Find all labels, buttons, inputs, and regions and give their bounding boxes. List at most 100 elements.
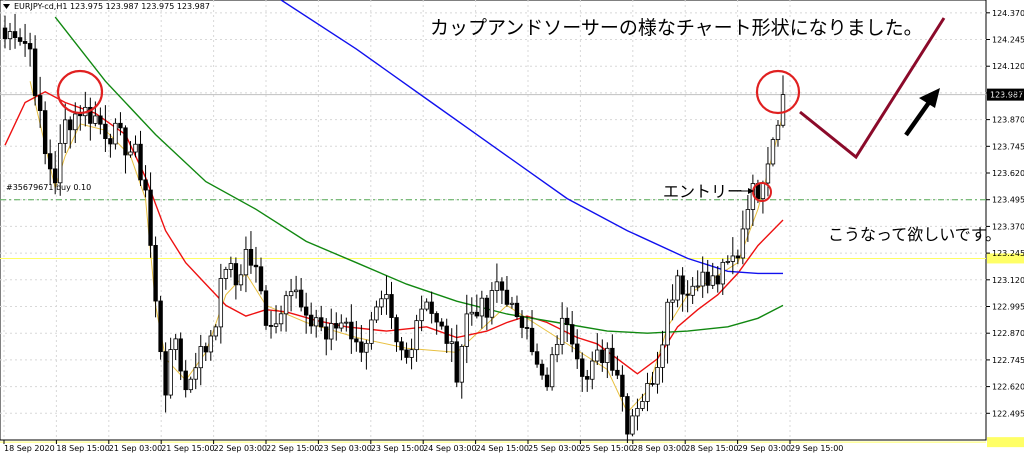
circle-entry [752, 182, 772, 202]
candle-body [695, 285, 700, 288]
y-tick-label: 123.245 [992, 249, 1024, 258]
x-tick-label: 21 Sep 15:00 [161, 444, 214, 453]
x-tick-label: 21 Sep 03:00 [109, 444, 162, 453]
candle-body [268, 325, 274, 327]
up-arrow-shaft [904, 99, 932, 137]
candle-body [88, 106, 93, 124]
candle-body [670, 299, 675, 303]
y-tick-label: 122.495 [992, 409, 1024, 418]
candle-body [705, 271, 710, 286]
candle-body [213, 326, 219, 337]
candle-body [42, 110, 48, 155]
candle-body [27, 43, 33, 50]
candle-body [620, 374, 625, 397]
candle-body [775, 124, 781, 140]
candle-body [32, 48, 38, 96]
candle-body [464, 313, 469, 347]
x-tick-label: 29 Sep 03:00 [738, 444, 791, 453]
ma-long[interactable] [280, 0, 783, 275]
candle-body [635, 408, 640, 417]
candle-body [163, 351, 168, 396]
y-tick-label: 122.745 [992, 356, 1024, 365]
candle-body [313, 317, 319, 327]
candle-body [52, 168, 58, 184]
candle-body [559, 317, 565, 345]
chart-menu-icon[interactable] [3, 4, 10, 9]
circle-right-top [755, 69, 801, 115]
candle-body [710, 275, 715, 286]
candle-body [58, 142, 63, 184]
x-tick-label: 28 Sep 03:00 [633, 444, 686, 453]
candle-body [389, 294, 394, 318]
candle-body [499, 281, 505, 291]
candle-body [760, 182, 766, 200]
candle-body [379, 298, 384, 308]
candle-body [399, 341, 404, 351]
candle-body [580, 358, 585, 377]
current-price-label: 123.987 [990, 91, 1023, 100]
candle-body [78, 113, 83, 117]
candle-body [549, 354, 555, 388]
candle-body [208, 335, 213, 353]
candle-body [118, 122, 123, 129]
candle-body [143, 179, 148, 191]
candle-body [424, 301, 429, 310]
candle-body [308, 314, 314, 327]
candle-body [334, 323, 339, 329]
x-tick-label: 22 Sep 03:00 [214, 444, 267, 453]
candle-body [725, 261, 730, 263]
candle-body [98, 115, 103, 125]
candle-body [735, 255, 741, 259]
candle-body [47, 153, 53, 170]
candle-body [675, 275, 680, 301]
candle-body [303, 306, 309, 316]
candle-body [539, 363, 545, 376]
candle-body [7, 31, 13, 40]
candle-body [569, 324, 575, 345]
x-tick-label: 22 Sep 15:00 [266, 444, 319, 453]
candle-body [233, 263, 239, 286]
candle-body [148, 189, 153, 246]
candle-body [630, 415, 635, 435]
candle-body [720, 261, 725, 285]
candle-body [439, 321, 444, 327]
candle-body [740, 228, 746, 259]
candle-body [600, 349, 605, 363]
projection-path [799, 17, 946, 160]
candle-body [298, 289, 304, 308]
y-tick-label: 124.370 [992, 9, 1024, 18]
x-tick-label: 18 Sep 15:00 [56, 444, 109, 453]
candle-body [640, 401, 645, 409]
candle-body [534, 351, 540, 365]
candle-body [293, 289, 299, 293]
candle-body [590, 360, 595, 380]
candle-body [509, 302, 515, 305]
candle-body [168, 349, 173, 396]
candle-body [715, 275, 720, 285]
candle-body [93, 115, 98, 124]
candle-body [228, 263, 234, 270]
candle-body [404, 349, 409, 358]
candle-body [158, 300, 163, 353]
candle-body [198, 346, 203, 369]
candle-body [173, 338, 178, 350]
candle-body [765, 163, 771, 184]
candle-body [444, 325, 449, 344]
candle-body [489, 290, 495, 318]
candle-body [359, 341, 364, 353]
candle-body [278, 313, 284, 325]
x-tick-label: 23 Sep 03:00 [318, 444, 371, 453]
up-arrow-icon [919, 88, 940, 108]
candle-body [188, 378, 193, 391]
y-tick-label: 123.620 [992, 169, 1024, 178]
candle-body [770, 139, 776, 165]
ma-mid[interactable] [54, 16, 784, 334]
candle-body [780, 94, 786, 126]
candle-body [364, 342, 369, 353]
candle-body [288, 291, 294, 297]
support-price-tag [987, 253, 1024, 264]
entry-arrow-head [748, 188, 754, 194]
candle-body [730, 255, 736, 262]
candle-body [339, 322, 344, 329]
